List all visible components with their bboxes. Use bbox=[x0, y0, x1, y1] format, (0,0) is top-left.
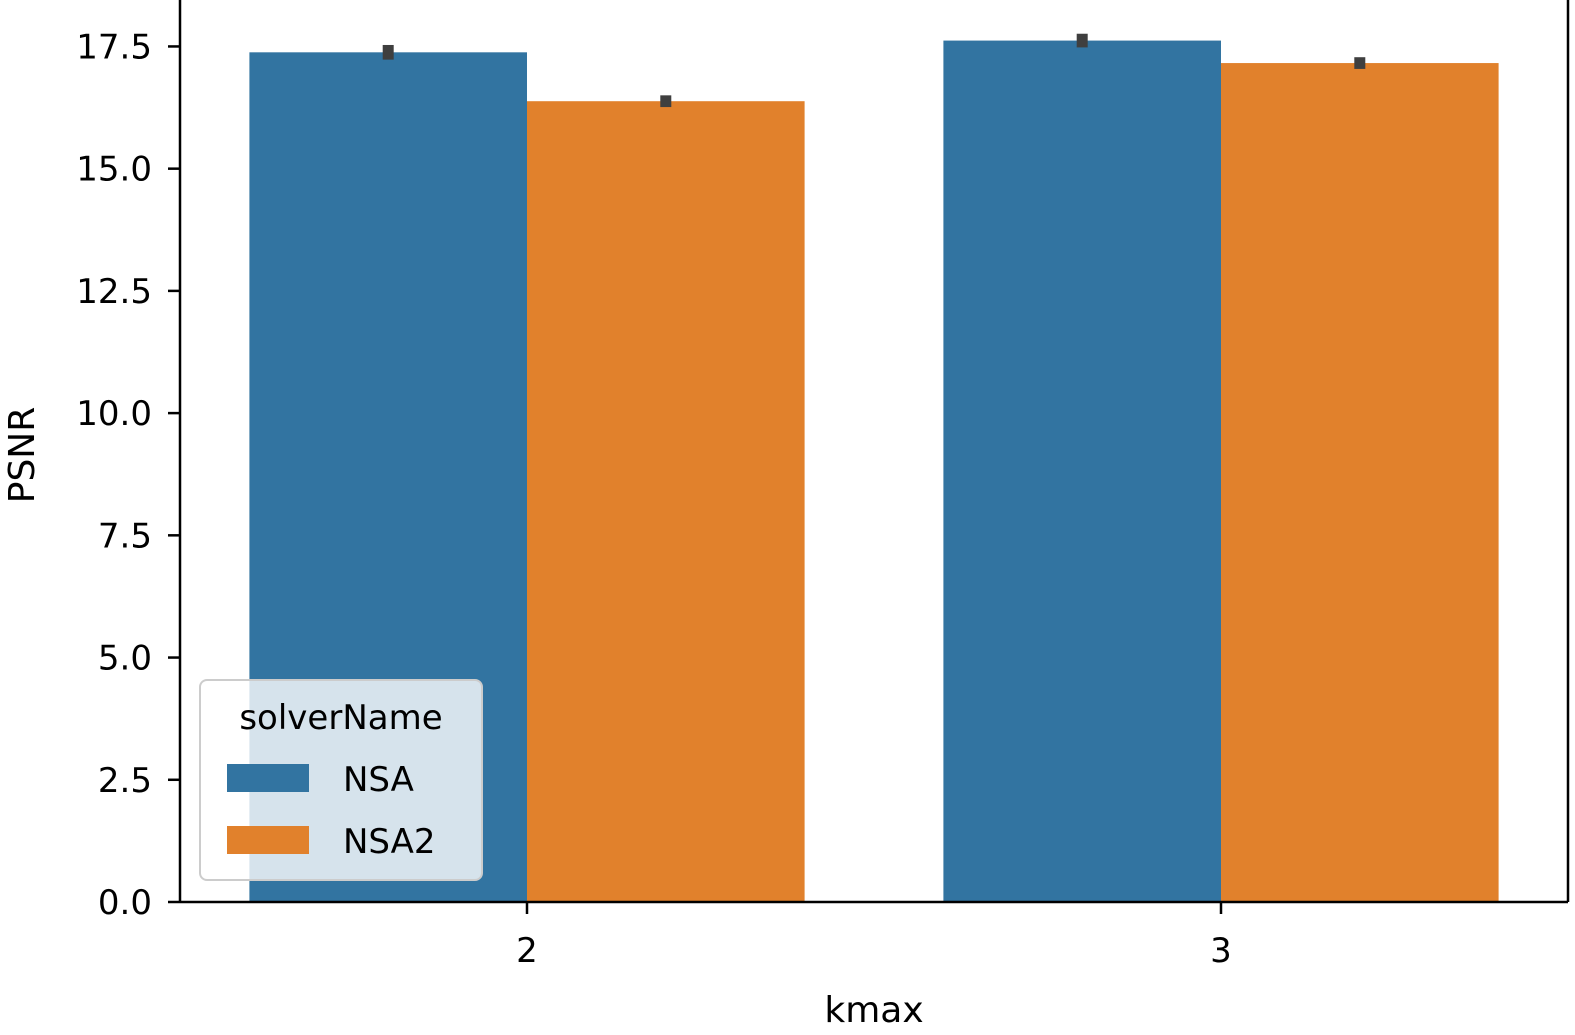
x-axis-label: kmax bbox=[824, 990, 923, 1031]
bar-nsa-kmax-3 bbox=[943, 40, 1221, 903]
y-axis-label: PSNR bbox=[2, 407, 43, 504]
error-bars-layer bbox=[382, 33, 1366, 108]
y-tick-label: 2.5 bbox=[98, 761, 152, 801]
bars-layer bbox=[249, 40, 1499, 903]
y-tick-label: 5.0 bbox=[98, 639, 152, 679]
y-tick-label: 17.5 bbox=[76, 27, 152, 67]
x-tick-label: 2 bbox=[516, 931, 538, 971]
y-tick-label: 12.5 bbox=[76, 272, 152, 312]
bar-nsa2-kmax-2 bbox=[527, 101, 805, 902]
axes bbox=[178, 0, 1570, 904]
legend-label-nsa: NSA bbox=[343, 760, 414, 800]
legend-title: solverName bbox=[239, 698, 442, 738]
legend-swatch-nsa2 bbox=[227, 826, 309, 854]
y-tick-label: 10.0 bbox=[76, 394, 152, 434]
legend-label-nsa2: NSA2 bbox=[343, 822, 436, 862]
y-tick-label: 0.0 bbox=[98, 883, 152, 923]
bar-nsa2-kmax-3 bbox=[1221, 63, 1499, 903]
x-tick-label: 3 bbox=[1210, 931, 1232, 971]
legend: solverName NSA NSA2 bbox=[199, 679, 483, 881]
legend-swatch-nsa bbox=[227, 764, 309, 792]
y-tick-label: 7.5 bbox=[98, 516, 152, 556]
y-tick-label: 15.0 bbox=[76, 150, 152, 190]
y-ticks: 0.0 2.5 5.0 7.5 10.0 12.5 15.0 17.5 bbox=[76, 27, 180, 923]
